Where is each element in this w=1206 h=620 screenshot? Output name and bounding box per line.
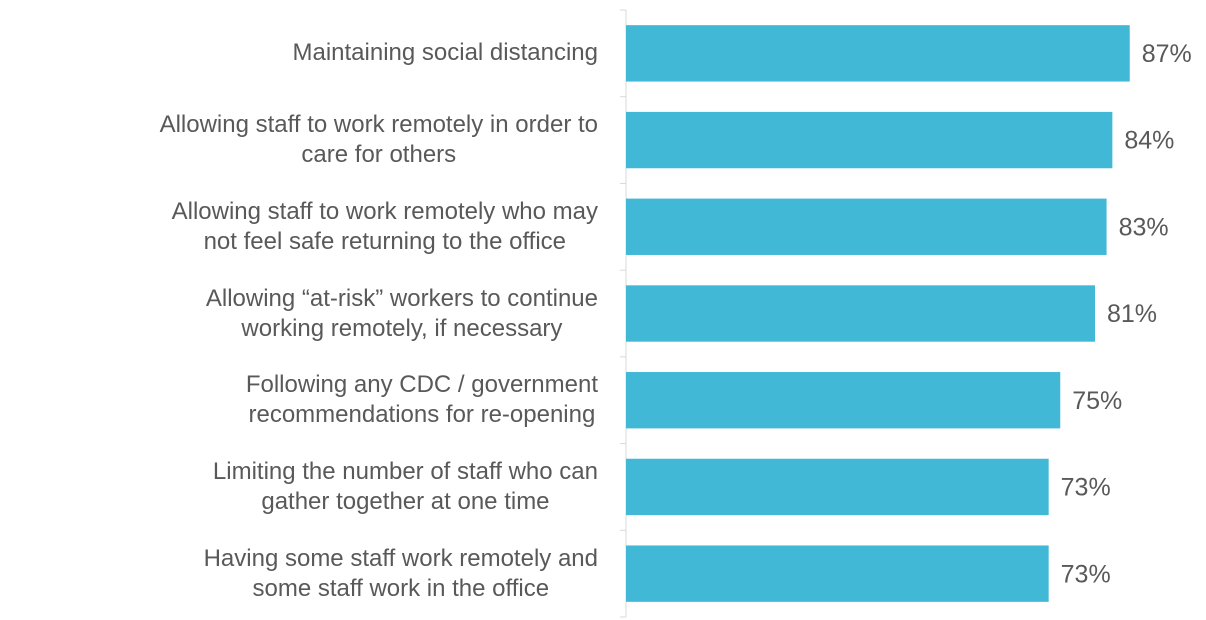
category-label: Allowing staff to work remotely who may …: [171, 197, 598, 255]
bar: [626, 25, 1130, 82]
bar: [626, 285, 1095, 342]
value-label: 87%: [1142, 40, 1192, 68]
bar: [626, 111, 1113, 169]
bar: [626, 372, 1061, 429]
bar: [626, 545, 1049, 602]
value-label: 83%: [1119, 213, 1169, 241]
bar: [626, 198, 1107, 255]
category-label: Limiting the number of staff who can gat…: [212, 457, 598, 515]
value-label: 75%: [1072, 387, 1122, 415]
bar: [626, 458, 1049, 516]
category-label: Maintaining social distancing: [292, 39, 598, 67]
category-label: Having some staff work remotely and some…: [203, 544, 598, 602]
value-label: 84%: [1124, 127, 1174, 155]
category-label: Allowing staff to work remotely in order…: [159, 111, 598, 169]
value-label: 81%: [1107, 300, 1157, 328]
value-label: 73%: [1061, 560, 1111, 588]
category-label: Allowing “at-risk” workers to continue w…: [205, 284, 598, 342]
value-label: 73%: [1061, 474, 1111, 502]
category-label: Following any CDC / government recommend…: [245, 371, 598, 429]
